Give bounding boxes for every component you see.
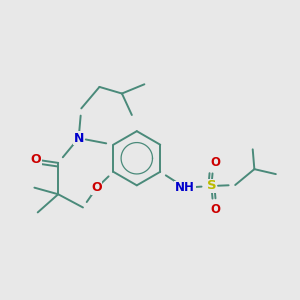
Text: O: O [211, 202, 221, 216]
Text: NH: NH [175, 181, 195, 194]
Text: O: O [30, 153, 41, 166]
Text: O: O [211, 156, 221, 170]
Text: O: O [91, 182, 102, 194]
Text: N: N [74, 132, 84, 145]
Text: S: S [207, 179, 216, 193]
